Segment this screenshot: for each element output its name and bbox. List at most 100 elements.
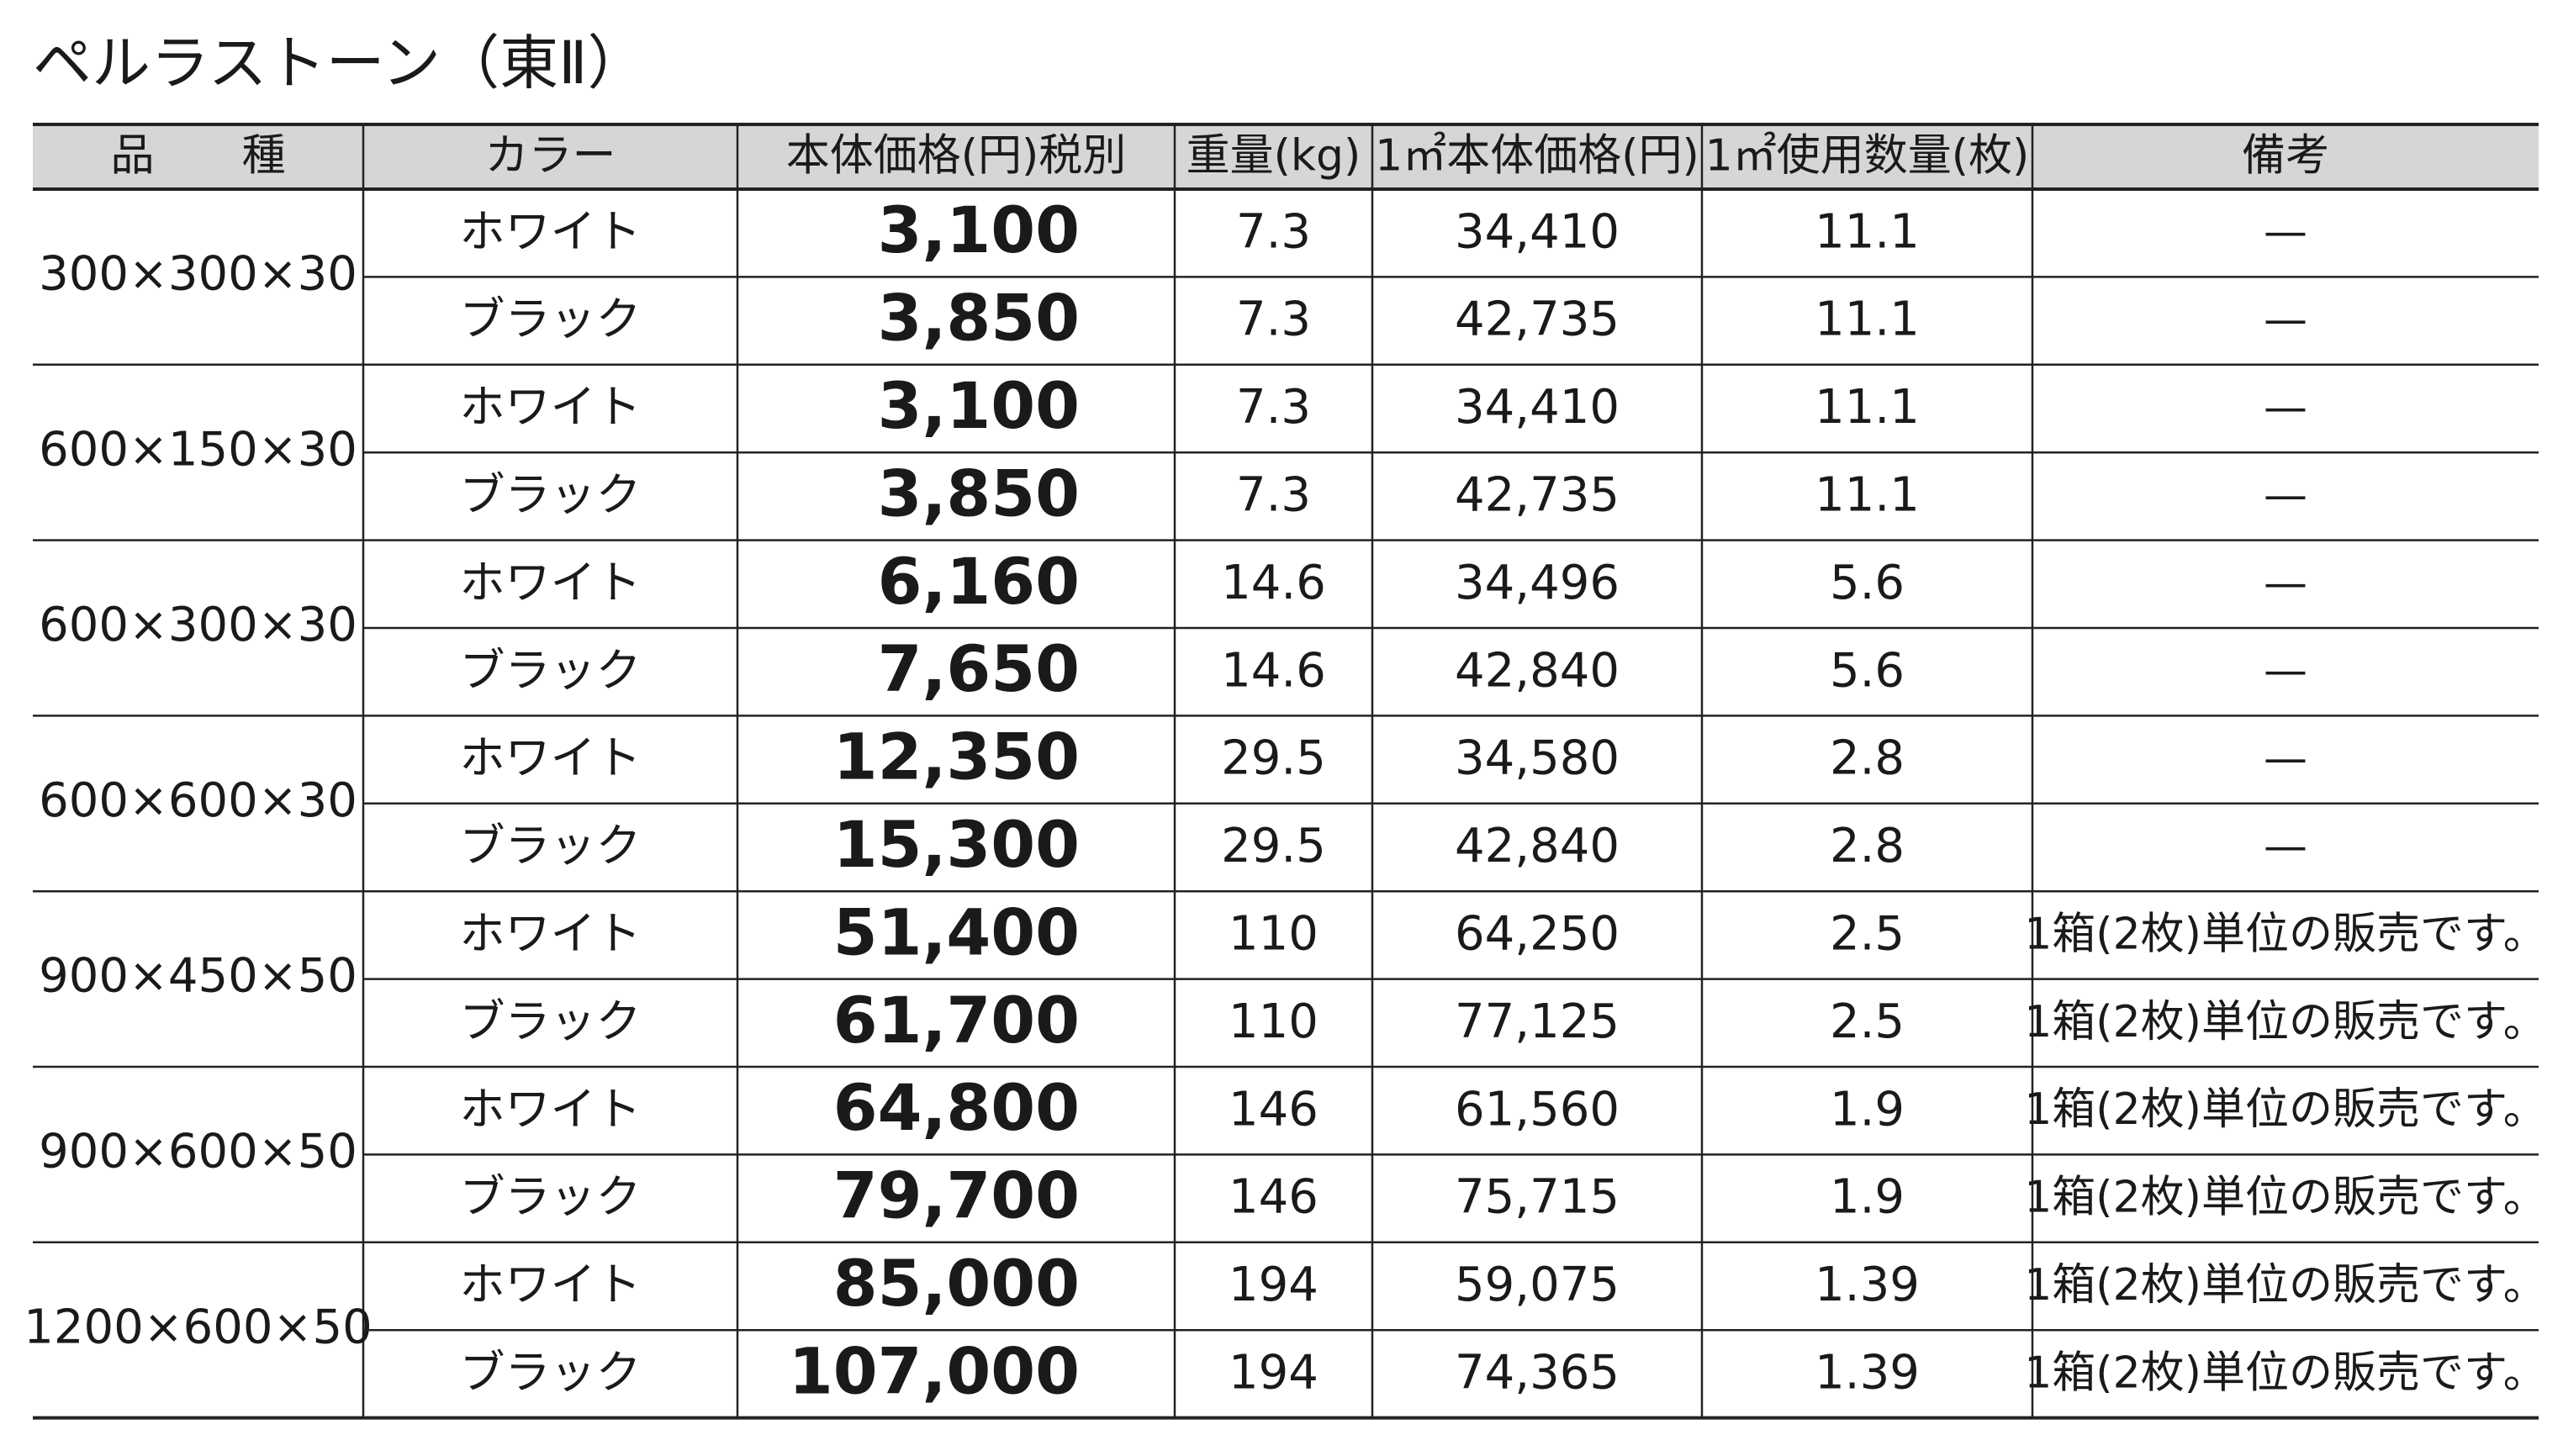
m2-count-cell: 5.6: [1830, 556, 1905, 610]
remark-cell: —: [2264, 207, 2307, 257]
remark-cell: —: [2264, 382, 2307, 433]
remark-cell: —: [2264, 295, 2307, 346]
m2-price-cell: 34,410: [1455, 380, 1620, 435]
header-band: [33, 124, 2539, 189]
remark-cell: —: [2264, 470, 2307, 520]
price-cell: 6,160: [878, 544, 1080, 619]
m2-count-cell: 11.1: [1815, 468, 1920, 523]
m2-count-cell: 11.1: [1815, 380, 1920, 435]
color-cell: ブラック: [460, 644, 642, 697]
color-cell: ホワイト: [460, 731, 642, 784]
price-cell: 3,850: [878, 281, 1080, 356]
size-cell: 900×450×50: [39, 949, 357, 1004]
m2-price-cell: 34,580: [1455, 731, 1620, 786]
price-cell: 7,650: [878, 631, 1080, 706]
remark-cell: —: [2264, 821, 2307, 872]
m2-count-cell: 1.39: [1815, 1346, 1920, 1401]
remark-cell: 1箱(2枚)単位の販売です。: [2024, 909, 2547, 959]
title: ペルラストーン（東Ⅱ）: [33, 29, 647, 98]
price-cell: 3,850: [878, 456, 1080, 530]
remark-cell: 1箱(2枚)単位の販売です。: [2024, 1260, 2547, 1311]
remark-cell: 1箱(2枚)単位の販売です。: [2024, 1173, 2547, 1223]
color-cell: ホワイト: [460, 381, 642, 434]
m2-count-cell: 11.1: [1815, 204, 1920, 259]
weight-cell: 7.3: [1236, 468, 1311, 523]
column-header: 1㎡本体価格(円): [1375, 131, 1699, 182]
price-cell: 61,700: [833, 983, 1080, 1058]
price-cell: 79,700: [833, 1158, 1080, 1233]
m2-price-cell: 59,075: [1455, 1258, 1620, 1312]
m2-price-cell: 42,735: [1455, 293, 1620, 347]
m2-count-cell: 2.5: [1830, 907, 1905, 962]
color-cell: ブラック: [460, 1170, 642, 1223]
remark-cell: 1箱(2枚)単位の販売です。: [2024, 1348, 2547, 1398]
color-cell: ホワイト: [460, 556, 642, 609]
weight-cell: 14.6: [1221, 556, 1326, 610]
weight-cell: 110: [1229, 907, 1318, 962]
price-cell: 12,350: [833, 720, 1080, 794]
color-cell: ブラック: [460, 1346, 642, 1399]
column-header: 品 種: [110, 131, 285, 182]
m2-price-cell: 74,365: [1455, 1346, 1620, 1401]
weight-cell: 14.6: [1221, 643, 1326, 698]
m2-count-cell: 1.39: [1815, 1258, 1920, 1312]
remark-cell: —: [2264, 646, 2307, 696]
size-cell: 1200×600×50: [24, 1300, 373, 1354]
remark-cell: —: [2264, 734, 2307, 784]
color-cell: ホワイト: [460, 205, 642, 258]
remark-cell: 1箱(2枚)単位の販売です。: [2024, 997, 2547, 1047]
weight-cell: 194: [1229, 1258, 1318, 1312]
weight-cell: 7.3: [1236, 293, 1311, 347]
weight-cell: 146: [1229, 1082, 1318, 1137]
m2-count-cell: 1.9: [1830, 1082, 1905, 1137]
price-cell: 3,100: [878, 368, 1080, 443]
m2-count-cell: 5.6: [1830, 643, 1905, 698]
m2-price-cell: 34,496: [1455, 556, 1620, 610]
weight-cell: 7.3: [1236, 380, 1311, 435]
weight-cell: 29.5: [1221, 731, 1326, 786]
color-cell: ブラック: [460, 468, 642, 521]
m2-price-cell: 42,840: [1455, 643, 1620, 698]
m2-price-cell: 77,125: [1455, 994, 1620, 1049]
column-header: 本体価格(円)税別: [786, 131, 1127, 182]
size-cell: 300×300×30: [39, 247, 357, 302]
weight-cell: 194: [1229, 1346, 1318, 1401]
color-cell: ホワイト: [460, 907, 642, 960]
m2-price-cell: 64,250: [1455, 907, 1620, 962]
m2-price-cell: 75,715: [1455, 1170, 1620, 1225]
column-header: カラー: [484, 131, 616, 182]
m2-price-cell: 61,560: [1455, 1082, 1620, 1137]
m2-price-cell: 42,735: [1455, 468, 1620, 523]
column-header: 1㎡使用数量(枚): [1705, 131, 2030, 182]
color-cell: ホワイト: [460, 1258, 642, 1311]
remark-cell: —: [2264, 558, 2307, 609]
column-header: 重量(kg): [1186, 131, 1361, 182]
color-cell: ブラック: [460, 994, 642, 1047]
price-cell: 64,800: [833, 1070, 1080, 1145]
size-cell: 600×300×30: [39, 598, 357, 652]
remark-cell: 1箱(2枚)単位の販売です。: [2024, 1084, 2547, 1135]
price-cell: 51,400: [833, 894, 1080, 969]
m2-count-cell: 2.8: [1830, 819, 1905, 873]
m2-count-cell: 2.8: [1830, 731, 1905, 786]
price-cell: 15,300: [833, 807, 1080, 882]
color-cell: ホワイト: [460, 1083, 642, 1136]
m2-count-cell: 2.5: [1830, 994, 1905, 1049]
m2-price-cell: 34,410: [1455, 204, 1620, 259]
color-cell: ブラック: [460, 293, 642, 346]
size-cell: 600×150×30: [39, 422, 357, 477]
size-cell: 900×600×50: [39, 1125, 357, 1179]
column-header: 備考: [2242, 131, 2329, 182]
price-cell: 85,000: [833, 1246, 1080, 1321]
color-cell: ブラック: [460, 820, 642, 873]
weight-cell: 110: [1229, 994, 1318, 1049]
weight-cell: 7.3: [1236, 204, 1311, 259]
size-cell: 600×600×30: [39, 773, 357, 828]
price-cell: 107,000: [789, 1333, 1080, 1408]
weight-cell: 29.5: [1221, 819, 1326, 873]
m2-count-cell: 1.9: [1830, 1170, 1905, 1225]
m2-count-cell: 11.1: [1815, 293, 1920, 347]
m2-price-cell: 42,840: [1455, 819, 1620, 873]
